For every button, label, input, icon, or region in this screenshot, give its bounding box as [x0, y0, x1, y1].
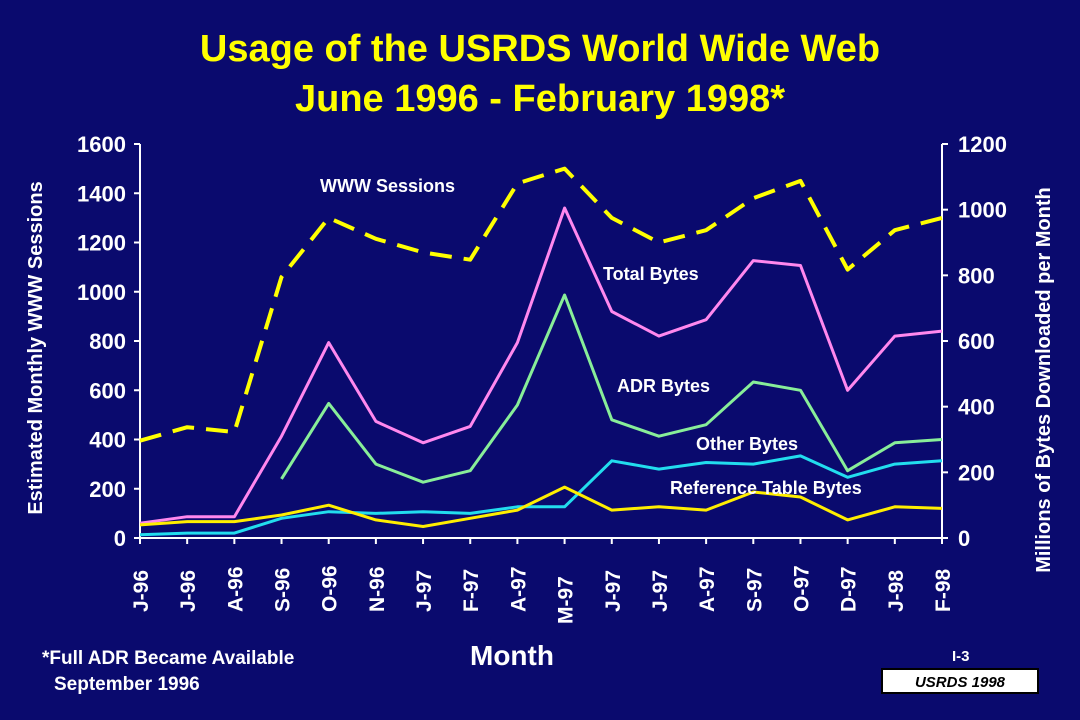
x-tick-label: F-98: [932, 569, 955, 613]
footnote-line-2: September 1996: [54, 674, 200, 695]
x-axis-label: Month: [470, 640, 554, 671]
x-tick-label: J-97: [602, 570, 625, 612]
right-y-axis-title: Millions of Bytes Downloaded per Month: [1033, 187, 1055, 573]
labels-layer: WWW Sessions Total Bytes ADR Bytes Other By…: [320, 176, 862, 498]
x-tick-label: J-97: [649, 570, 672, 612]
chart-title-line-1: Usage of the USRDS World Wide Web: [199, 28, 881, 70]
left-y-axis-title: Estimated Monthly WWW Sessions: [25, 181, 47, 514]
right-y-tick-label: 600: [958, 329, 995, 354]
x-tick-label: J-96: [130, 570, 153, 612]
series-line-total-bytes: [139, 206, 943, 525]
x-tick-label: A-97: [696, 566, 719, 612]
x-tick-label: S-96: [272, 568, 295, 612]
series-label-adr-bytes: ADR Bytes: [617, 376, 710, 396]
left-y-tick-label: 400: [89, 428, 126, 453]
series-layer: [139, 166, 943, 537]
series-line-adr-bytes: [280, 293, 943, 484]
x-tick-label: S-97: [743, 568, 766, 612]
series-line-reference-table-bytes: [139, 485, 943, 528]
x-tick-label: J-97: [413, 570, 436, 612]
left-y-tick-label: 200: [89, 477, 126, 502]
series-label-www-sessions: WWW Sessions: [320, 176, 455, 196]
chart-title-line-2: June 1996 - February 1998*: [294, 78, 786, 120]
x-tick-label: D-97: [838, 566, 861, 612]
right-y-tick-label: 1200: [958, 132, 1007, 157]
x-tick-label: F-97: [460, 569, 483, 612]
x-tick-label: O-96: [319, 565, 342, 612]
left-y-tick-label: 0: [114, 526, 126, 551]
right-y-tick-label: 200: [958, 460, 995, 485]
right-y-tick-label: 0: [958, 526, 970, 551]
right-y-tick-label: 1000: [958, 198, 1007, 223]
left-y-tick-label: 1400: [77, 181, 126, 206]
left-y-tick-label: 1000: [77, 280, 126, 305]
footnote-line-1: *Full ADR Became Available: [42, 648, 295, 669]
x-tick-label: M-97: [555, 576, 578, 624]
footnote: *Full ADR Became Available September 199…: [42, 646, 294, 698]
x-tick-label: A-96: [224, 566, 247, 612]
x-tick-label: J-98: [885, 570, 908, 612]
right-y-tick-label: 400: [958, 395, 995, 420]
chart-axes: 0 200 400 600 800 1000 1200 1400 1600 0 200 400 600 8…: [25, 132, 1055, 624]
source-badge: USRDS 1998: [881, 668, 1039, 694]
x-tick-label: A-97: [507, 566, 530, 612]
left-y-tick-label: 800: [89, 329, 126, 354]
series-line-www-sessions: [139, 166, 943, 443]
left-y-tick-label: 1200: [77, 231, 126, 256]
x-tick-label: N-96: [366, 566, 389, 612]
x-tick-label: J-96: [177, 570, 200, 612]
series-label-other-bytes: Other Bytes: [696, 434, 798, 454]
page-reference: I-3: [952, 648, 970, 665]
series-label-reference-table-bytes: Reference Table Bytes: [670, 478, 862, 498]
right-y-tick-label: 800: [958, 263, 995, 288]
left-y-tick-label: 1600: [77, 132, 126, 157]
series-line-other-bytes: [139, 454, 943, 537]
series-label-total-bytes: Total Bytes: [603, 264, 699, 284]
x-tick-label: O-97: [790, 565, 813, 612]
left-y-tick-label: 600: [89, 378, 126, 403]
